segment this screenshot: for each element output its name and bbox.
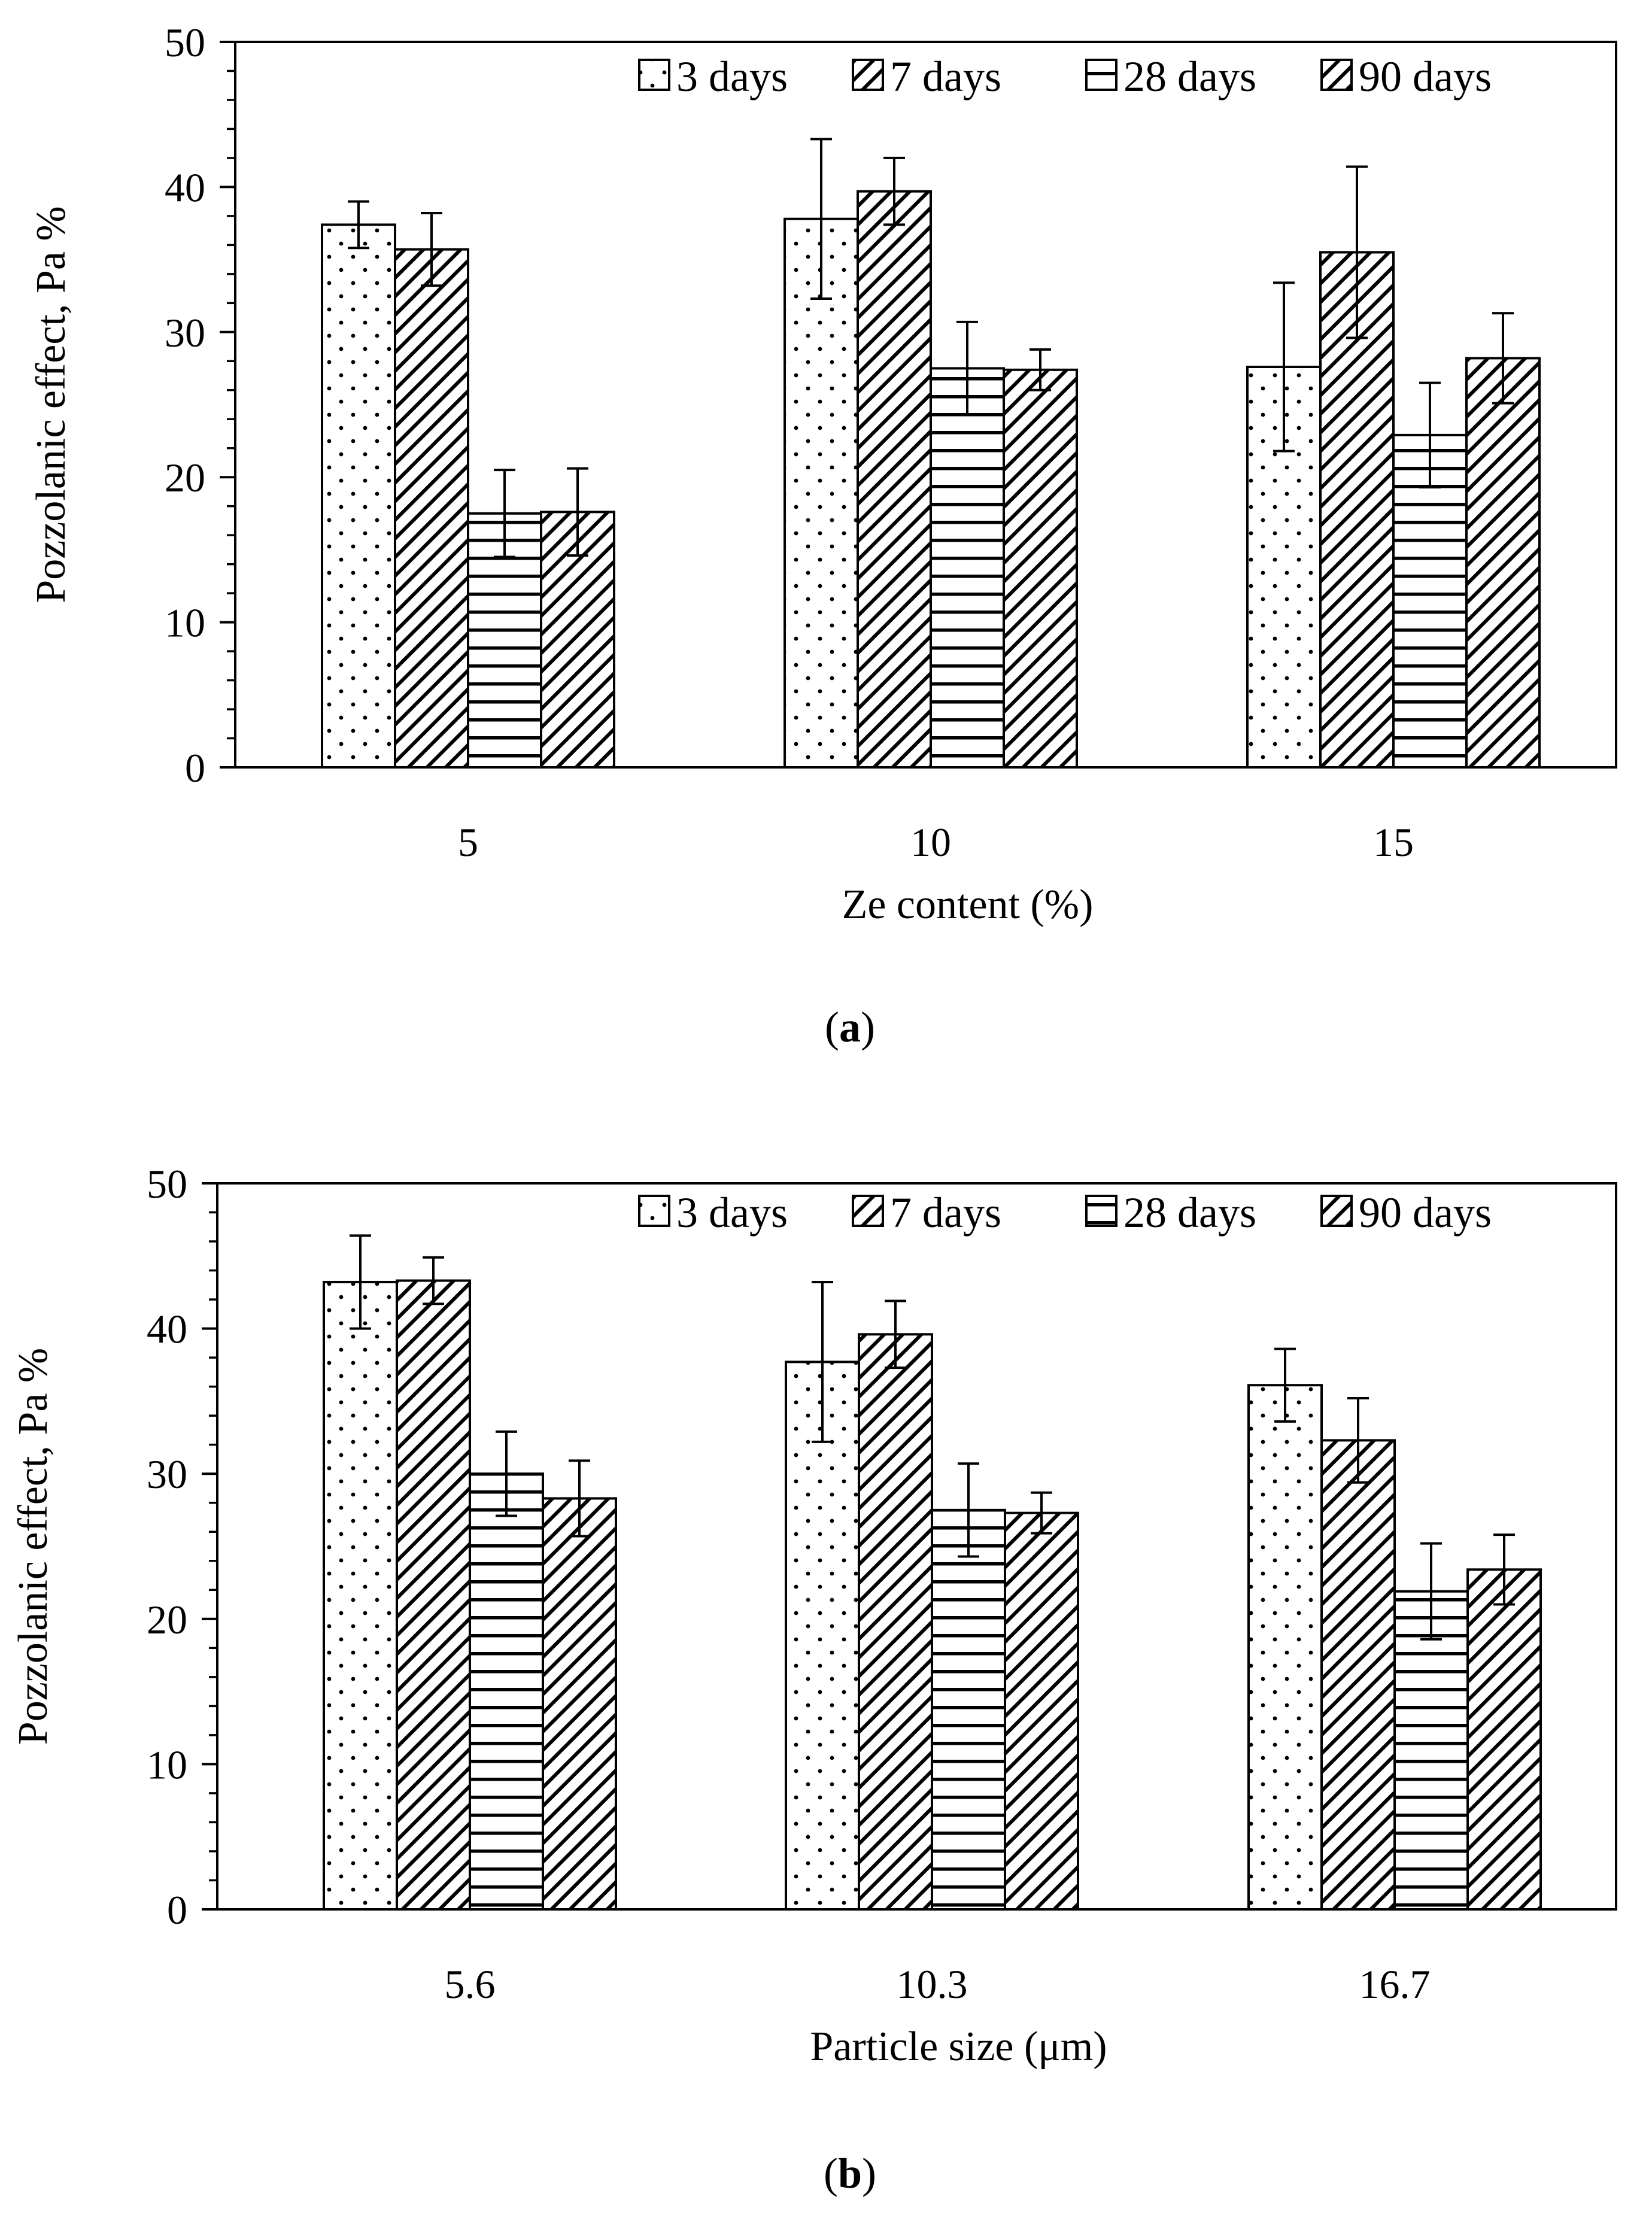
y-tick-label: 40 [147,1307,187,1352]
caption-letter: a [839,1003,861,1051]
y-tick-label: 10 [147,1742,187,1787]
charts-layer: 0 10 20 30 40 50 Pozzolanic effect, Pa % 5 10 15 Z… [10,20,1617,2197]
bar [1003,368,1078,769]
bar [396,1279,471,1911]
legend-label: 28 days [1123,53,1256,101]
bar [1320,1439,1396,1911]
legend-swatch [1320,1195,1353,1227]
y-tick-label: 40 [165,165,205,210]
bar [1392,433,1468,769]
panel-caption: (b) [824,2149,876,2197]
bar [858,1333,933,1911]
y-tick-label: 0 [167,1887,187,1933]
y-tick-label: 20 [165,455,205,500]
caption-close-paren: ) [862,2149,876,2197]
y-tick-label: 20 [147,1597,187,1642]
caption-open-paren: ( [824,2149,838,2197]
bar [857,190,932,769]
bar [394,248,469,769]
x-tick-label: 10.3 [897,1961,968,2007]
y-tick-label: 30 [147,1451,187,1497]
y-tick-label: 50 [165,20,205,65]
y-axis-title: Pozzolanic effect, Pa % [10,1348,56,1745]
legend-label: 90 days [1359,53,1492,101]
caption-letter: b [838,2149,862,2197]
legend-swatch [852,1195,884,1227]
bar [784,217,859,769]
y-tick-label: 0 [185,745,205,791]
legend-swatch [1085,59,1117,91]
legend-label: 3 days [676,53,788,101]
x-tick-label: 5 [458,819,478,865]
bar [1465,357,1541,769]
legend-label: 90 days [1359,1189,1492,1237]
legend-swatch [852,59,884,91]
bar [321,223,396,769]
bar [542,1497,617,1911]
legend-label: 3 days [676,1189,788,1237]
bar [931,1508,1006,1911]
bar [469,1472,544,1911]
y-tick-label: 50 [147,1161,187,1207]
x-axis-title: Ze content (%) [842,882,1094,928]
legend-label: 7 days [890,53,1001,101]
y-axis-title: Pozzolanic effect, Pa % [28,206,74,603]
bar [1466,1568,1542,1911]
bar [323,1280,398,1911]
caption-close-paren: ) [861,1003,875,1051]
chart-panel-b: 0 10 20 30 40 50 Pozzolanic effect, Pa % 5.6 10.… [10,1161,1617,2197]
legend-swatch [1085,1195,1117,1227]
panel-caption: (a) [825,1003,875,1051]
caption-open-paren: ( [825,1003,839,1051]
bar [1004,1511,1079,1911]
legend-label: 28 days [1123,1189,1256,1237]
legend-swatch [1320,59,1353,91]
x-tick-label: 5.6 [445,1961,496,2007]
y-tick-label: 10 [165,600,205,646]
x-tick-label: 15 [1373,819,1414,865]
bar [930,367,1005,769]
legend-label: 7 days [890,1189,1001,1237]
bar [1247,1384,1323,1911]
bar [785,1360,860,1911]
legend-swatch [638,1195,670,1227]
chart-panel-a: 0 10 20 30 40 50 Pozzolanic effect, Pa % 5 10 15 Z… [28,20,1617,1051]
x-axis-title: Particle size (μm) [810,2024,1107,2070]
x-tick-label: 16.7 [1359,1961,1431,2007]
x-tick-label: 10 [910,819,951,865]
y-tick-label: 30 [165,310,205,356]
legend-swatch [638,59,670,91]
